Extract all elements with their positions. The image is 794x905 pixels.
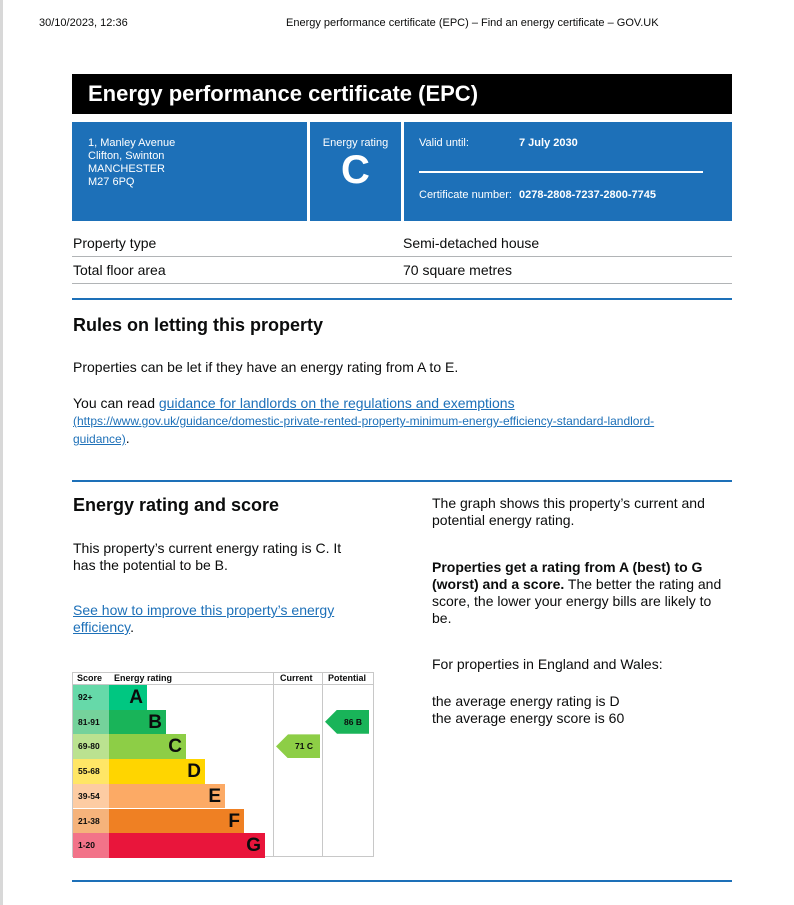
rating-col-header: Energy rating	[114, 673, 173, 683]
address-line: M27 6PQ	[88, 176, 135, 188]
valid-until-value: 7 July 2030	[519, 137, 578, 149]
graph-description: The graph shows this property’s current …	[432, 495, 705, 528]
band-bar: G	[109, 833, 265, 858]
band-c: 69-80 C	[73, 734, 273, 760]
band-b: 81-91 B	[73, 709, 273, 735]
band-score: 69-80	[73, 734, 109, 760]
address-line: Clifton, Swinton	[88, 150, 165, 162]
floor-area-label: Total floor area	[73, 262, 166, 278]
band-d: 55-68 D	[73, 759, 273, 784]
band-score: 39-54	[73, 783, 109, 809]
energy-rating-label: Energy rating	[322, 137, 389, 149]
rating-explanation: Properties get a rating from A (best) to…	[432, 559, 727, 627]
letting-text: Properties can be let if they have an en…	[73, 359, 459, 375]
band-a: 92+ A	[73, 685, 273, 710]
improve-paragraph: See how to improve this property’s energ…	[73, 602, 363, 636]
current-rating-text: This property’s current energy rating is…	[73, 540, 342, 573]
valid-until-label: Valid until:	[419, 137, 469, 149]
floor-area-value: 70 square metres	[403, 262, 512, 278]
page-title: Energy performance certificate (EPC)	[72, 74, 732, 114]
floor-area-row: Total floor area 70 square metres	[72, 257, 732, 284]
band-e: 39-54 E	[73, 783, 273, 809]
letting-guidance: You can read guidance for landlords on t…	[73, 395, 733, 448]
band-score: 55-68	[73, 759, 109, 784]
band-bar: A	[109, 685, 147, 710]
band-bar: E	[109, 783, 225, 809]
letting-heading: Rules on letting this property	[73, 315, 324, 335]
divider	[419, 171, 703, 173]
guidance-url-end[interactable]: guidance)	[73, 432, 126, 446]
rating-explanation-rest: The better the rating and score, the low…	[432, 576, 722, 626]
rating-explanation-bold: Properties get a rating from A (best) to…	[432, 559, 703, 592]
average-rating: the average energy rating is D	[432, 693, 620, 709]
current-col-header: Current	[280, 673, 313, 683]
chart-col-divider	[273, 672, 274, 857]
energy-rating-box: Energy rating C	[310, 122, 401, 221]
chart-header-divider	[72, 684, 374, 685]
improve-link[interactable]: See how to improve this property’s energ…	[73, 602, 335, 635]
property-type-value: Semi-detached house	[403, 235, 540, 251]
section-divider	[72, 298, 732, 300]
score-heading: Energy rating and score	[73, 495, 280, 515]
improve-suffix: .	[130, 619, 134, 635]
band-bar: F	[109, 808, 244, 834]
section-divider	[72, 880, 732, 882]
print-datetime: 30/10/2023, 12:36	[39, 17, 128, 29]
guidance-suffix: .	[125, 430, 130, 446]
score-col-header: Score	[77, 673, 103, 683]
potential-col-header: Potential	[328, 673, 367, 683]
section-divider	[72, 480, 732, 482]
guidance-url[interactable]: (https://www.gov.uk/guidance/domestic-pr…	[73, 414, 655, 428]
band-bar: D	[109, 759, 205, 784]
property-type-label: Property type	[73, 235, 157, 251]
certificate-number-value: 0278-2808-7237-2800-7745	[519, 189, 657, 201]
guidance-prefix: You can read	[73, 395, 159, 411]
print-page-title: Energy performance certificate (EPC) – F…	[286, 17, 659, 29]
average-score: the average energy score is 60	[432, 710, 625, 726]
guidance-link[interactable]: guidance for landlords on the regulation…	[158, 395, 515, 411]
band-score: 92+	[73, 685, 109, 710]
band-score: 81-91	[73, 709, 109, 735]
address-line: 1, Manley Avenue	[88, 137, 176, 149]
address-box: 1, Manley Avenue Clifton, Swinton MANCHE…	[72, 122, 307, 221]
band-g: 1-20 G	[73, 833, 273, 858]
band-score: 1-20	[73, 833, 109, 858]
rating-bands: 92+ A 81-91 B 69-80 C 55-68 D 39-54 E 21-38 F 1-20 G	[73, 685, 273, 858]
region-text: For properties in England and Wales:	[432, 656, 663, 672]
band-bar: B	[109, 709, 166, 735]
band-score: 21-38	[73, 808, 109, 834]
band-f: 21-38 F	[73, 808, 273, 834]
chart-col-divider	[322, 672, 323, 857]
property-type-row: Property type Semi-detached house	[72, 230, 732, 257]
address-line: MANCHESTER	[88, 163, 166, 175]
certificate-number-label: Certificate number:	[419, 189, 512, 201]
certificate-box: Valid until: 7 July 2030 Certificate num…	[404, 122, 732, 221]
band-bar: C	[109, 734, 186, 760]
energy-rating-value: C	[341, 148, 370, 192]
